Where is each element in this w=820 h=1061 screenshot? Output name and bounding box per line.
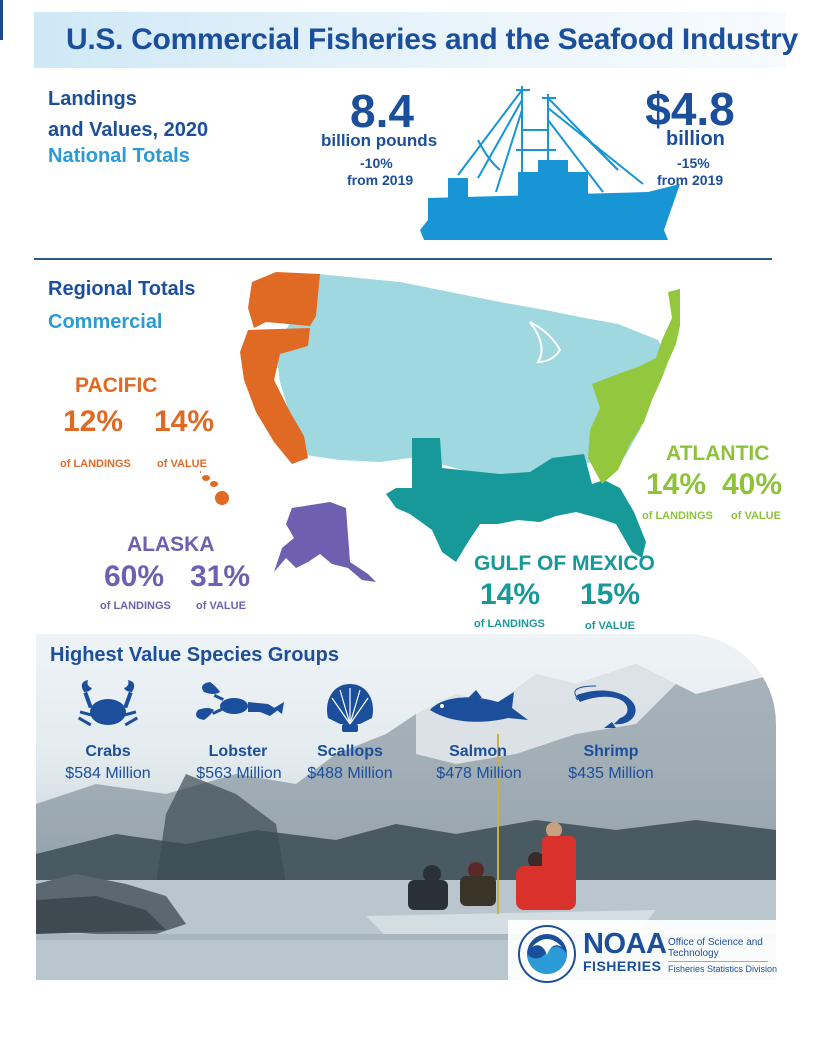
- atlantic-region-name: ATLANTIC: [666, 442, 770, 465]
- salmon-icon: [430, 690, 528, 722]
- map-alaska-region: [274, 502, 376, 582]
- crab-icon: [77, 680, 139, 727]
- us-regions-map: [200, 272, 680, 582]
- species-heading: Highest Value Species Groups: [50, 644, 339, 666]
- value-change: -15%: [677, 155, 710, 171]
- species-value-crabs: $584 Million: [65, 765, 151, 782]
- landings-unit: billion pounds: [321, 131, 438, 150]
- gulf-value-caption: of VALUE: [585, 620, 635, 632]
- atlantic-landings-pct: 14%: [646, 468, 707, 501]
- value-unit: billion: [666, 128, 725, 150]
- species-name-crabs: Crabs: [85, 743, 131, 760]
- map-hawaii: [200, 470, 229, 505]
- species-value-salmon: $478 Million: [436, 765, 522, 782]
- noaa-seal-icon: [518, 925, 576, 983]
- landings-values-heading: Landings and Values, 2020: [48, 84, 208, 146]
- species-value-lobster: $563 Million: [196, 765, 282, 782]
- page-title: U.S. Commercial Fisheries and the Seafoo…: [66, 23, 798, 56]
- title-banner: U.S. Commercial Fisheries and the Seafoo…: [34, 12, 798, 68]
- landings-change-period: from 2019: [347, 172, 414, 188]
- lobster-icon: [196, 682, 284, 720]
- office-name: Office of Science and Technology: [668, 937, 768, 959]
- species-name-scallops: Scallops: [317, 743, 383, 760]
- gulf-landings-caption: of LANDINGS: [474, 618, 545, 630]
- section-divider: [34, 258, 772, 260]
- landings-heading-line2: and Values, 2020: [48, 119, 209, 141]
- pacific-region-name: PACIFIC: [75, 374, 158, 397]
- office-name-line2: Technology: [668, 948, 719, 959]
- fishing-boat-icon: [420, 86, 680, 240]
- species-name-salmon: Salmon: [449, 743, 507, 760]
- edge-rule: [0, 0, 3, 40]
- pacific-value-pct: 14%: [154, 405, 215, 438]
- species-name-lobster: Lobster: [208, 743, 268, 760]
- alaska-region-name: ALASKA: [127, 533, 215, 556]
- gulf-region-name: GULF OF MEXICO: [474, 552, 655, 575]
- alaska-landings-caption: of LANDINGS: [100, 600, 171, 612]
- species-value-scallops: $488 Million: [307, 765, 393, 782]
- division-name: Fisheries Statistics Division: [668, 964, 778, 974]
- office-divider: [668, 961, 768, 962]
- map-gulf-region: [386, 438, 646, 562]
- pacific-landings-pct: 12%: [63, 405, 124, 438]
- pacific-landings-caption: of LANDINGS: [60, 458, 131, 470]
- fishing-scene-photo: [36, 634, 776, 980]
- alaska-value-pct: 31%: [190, 560, 251, 593]
- alaska-landings-pct: 60%: [104, 560, 165, 593]
- atlantic-landings-caption: of LANDINGS: [642, 510, 713, 522]
- landscape-illustration: [36, 664, 776, 980]
- value-total: $4.8: [645, 83, 735, 135]
- species-value-shrimp: $435 Million: [568, 765, 654, 782]
- landings-total: 8.4: [350, 85, 414, 137]
- alaska-value-caption: of VALUE: [196, 600, 246, 612]
- gulf-value-pct: 15%: [580, 578, 641, 611]
- gulf-landings-pct: 14%: [480, 578, 541, 611]
- value-change-period: from 2019: [657, 172, 724, 188]
- landings-change: -10%: [360, 155, 393, 171]
- regional-totals-heading: Regional Totals: [48, 278, 196, 300]
- noaa-logo-word: NOAA: [583, 928, 667, 960]
- map-interior-region: [276, 274, 668, 480]
- pacific-value-caption: of VALUE: [157, 458, 207, 470]
- landings-heading-line1: Landings: [48, 88, 137, 110]
- atlantic-value-pct: 40%: [722, 468, 783, 501]
- map-atlantic-region: [588, 288, 680, 484]
- national-totals-label: National Totals: [48, 145, 190, 167]
- noaa-logo-subword: FISHERIES: [583, 958, 662, 974]
- regional-commercial-label: Commercial: [48, 311, 163, 333]
- atlantic-value-caption: of VALUE: [731, 510, 781, 522]
- species-name-shrimp: Shrimp: [583, 743, 639, 760]
- scallop-icon: [326, 684, 374, 732]
- shrimp-icon: [574, 685, 636, 728]
- office-name-line1: Office of Science and: [668, 937, 763, 948]
- map-pacific-region: [248, 272, 320, 328]
